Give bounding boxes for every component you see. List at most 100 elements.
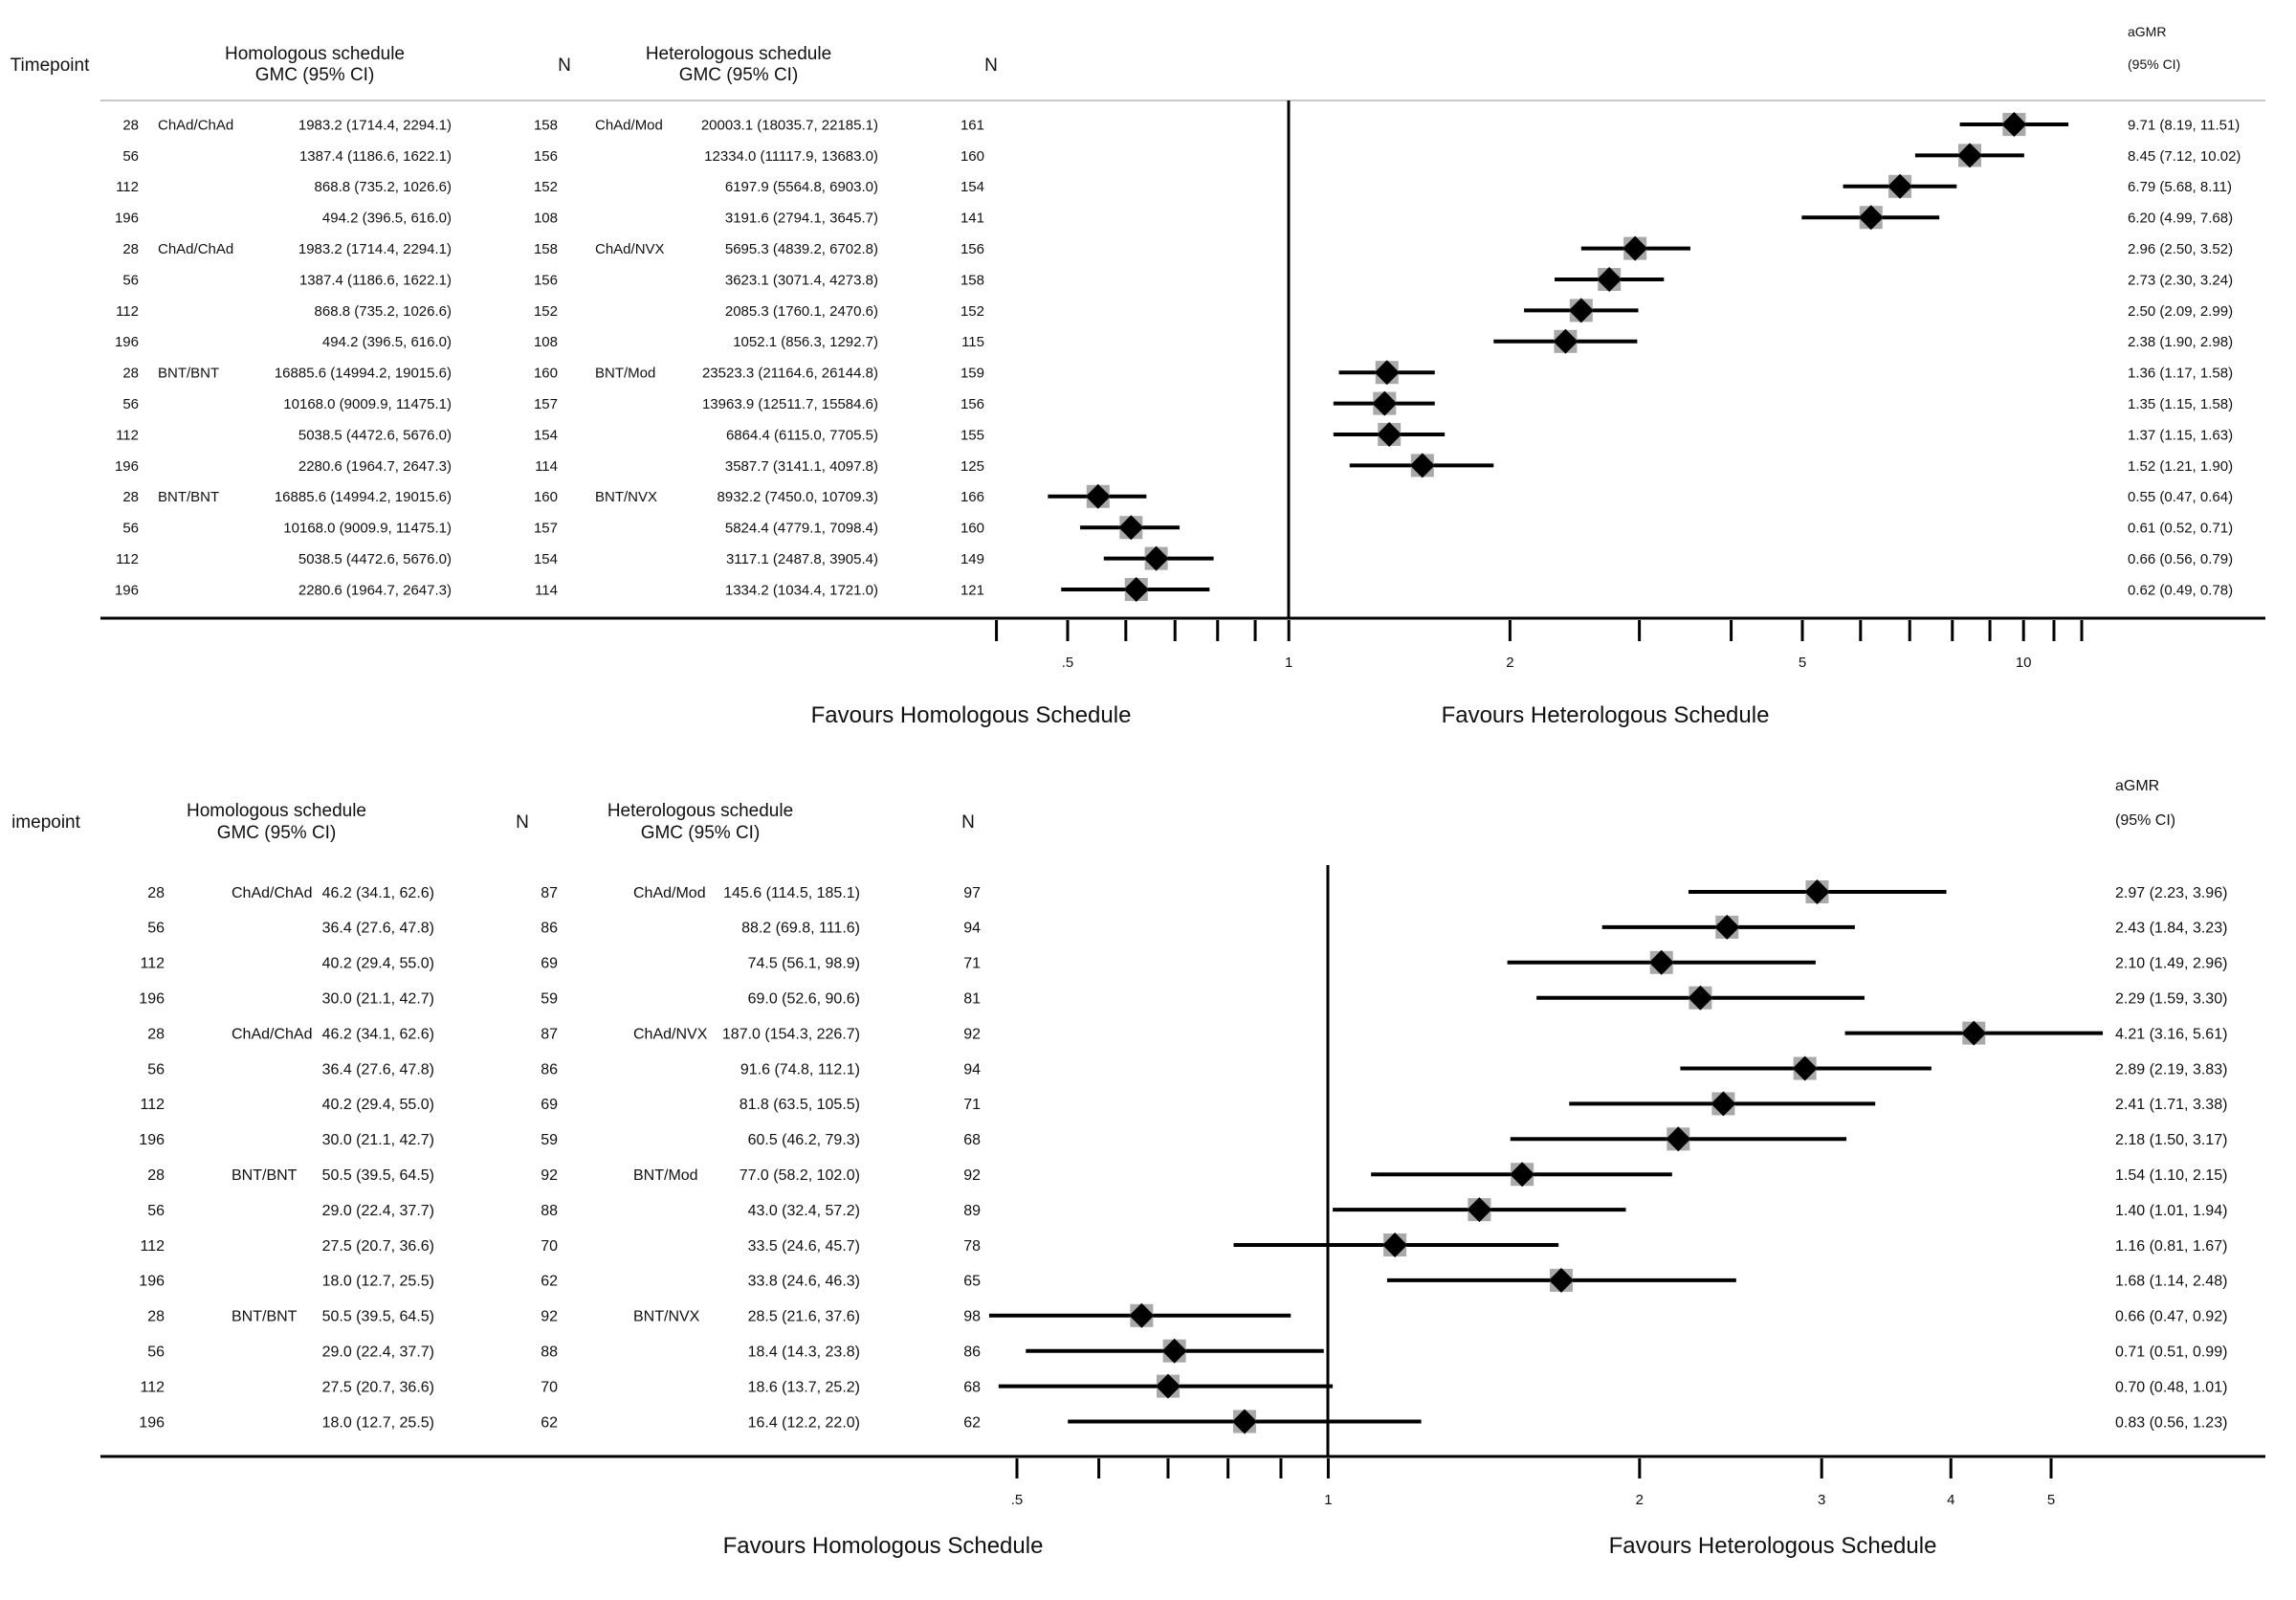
- estimate-diamond: [1714, 914, 1740, 940]
- row-timepoint: 28: [122, 117, 139, 133]
- estimate-diamond: [1155, 1373, 1181, 1399]
- row-agmr-ci: 2.73 (2.30, 3.24): [2128, 272, 2233, 288]
- row-agmr-ci: 9.71 (8.19, 11.51): [2128, 117, 2240, 133]
- row-heterologous-schedule: BNT/Mod: [633, 1167, 698, 1184]
- estimate-diamond: [1123, 577, 1149, 602]
- row-n-homologous: 108: [534, 334, 558, 350]
- col-header-heterologous: Heterologous schedule: [646, 44, 831, 64]
- estimate-diamond: [1666, 1126, 1691, 1152]
- row-homologous-gmc: 30.0 (21.1, 42.7): [322, 990, 434, 1007]
- row-heterologous-gmc: 16.4 (12.2, 22.0): [748, 1414, 860, 1431]
- row-n-homologous: 114: [535, 582, 558, 598]
- row-heterologous-gmc: 13963.9 (12511.7, 15584.6): [702, 396, 878, 412]
- estimate-diamond: [1623, 235, 1648, 261]
- row-n-homologous: 62: [541, 1274, 558, 1290]
- row-heterologous-gmc: 2085.3 (1760.1, 2470.6): [725, 303, 878, 320]
- row-timepoint: 112: [116, 179, 139, 195]
- row-n-homologous: 87: [541, 885, 558, 901]
- forest-row: 196 2280.6 (1964.7, 2647.3) 114 3587.7 (314…: [115, 453, 2233, 478]
- row-homologous-schedule: BNT/BNT: [158, 366, 219, 382]
- estimate-diamond: [1374, 360, 1400, 386]
- row-timepoint: 112: [140, 956, 165, 972]
- row-n-heterologous: 141: [960, 211, 984, 227]
- estimate-diamond: [1961, 1020, 1987, 1046]
- row-n-homologous: 156: [534, 272, 558, 288]
- row-timepoint: 196: [115, 334, 139, 350]
- row-heterologous-gmc: 8932.2 (7450.0, 10709.3): [718, 489, 878, 505]
- row-timepoint: 56: [122, 396, 139, 412]
- row-agmr-ci: 1.54 (1.10, 2.15): [2115, 1167, 2227, 1184]
- forest-row: 28 BNT/BNT 50.5 (39.5, 64.5) 92 BNT/Mod 77.0 …: [147, 1162, 2227, 1188]
- estimate-diamond: [1858, 205, 1884, 231]
- row-timepoint: 196: [115, 458, 139, 475]
- forest-row: 196 30.0 (21.1, 42.7) 59 69.0 (52.6, 90.6) 8…: [139, 985, 2227, 1011]
- row-homologous-schedule: ChAd/ChAd: [232, 1026, 313, 1042]
- row-n-homologous: 86: [541, 921, 558, 937]
- row-heterologous-gmc: 33.8 (24.6, 46.3): [748, 1274, 860, 1290]
- estimate-diamond: [1597, 267, 1623, 292]
- row-heterologous-schedule: BNT/NVX: [633, 1309, 700, 1325]
- row-n-heterologous: 92: [963, 1167, 981, 1184]
- estimate-diamond: [1688, 985, 1713, 1011]
- row-timepoint: 196: [139, 1132, 165, 1148]
- row-homologous-schedule: BNT/BNT: [158, 489, 219, 505]
- forest-row: 56 10168.0 (9009.9, 11475.1) 157 13963.9 (1…: [122, 390, 2233, 416]
- row-n-homologous: 59: [541, 990, 558, 1007]
- row-homologous-schedule: ChAd/ChAd: [232, 885, 313, 901]
- row-heterologous-gmc: 18.6 (13.7, 25.2): [748, 1379, 860, 1395]
- row-n-homologous: 156: [534, 148, 558, 165]
- row-agmr-ci: 2.97 (2.23, 3.96): [2115, 885, 2227, 901]
- estimate-diamond: [1372, 390, 1398, 416]
- row-n-homologous: 160: [534, 489, 558, 505]
- row-n-heterologous: 155: [960, 427, 984, 443]
- estimate-diamond: [1231, 1409, 1257, 1434]
- row-timepoint: 56: [147, 1061, 165, 1078]
- row-heterologous-gmc: 145.6 (114.5, 185.1): [723, 885, 860, 901]
- row-agmr-ci: 0.62 (0.49, 0.78): [2128, 582, 2233, 598]
- row-agmr-ci: 2.29 (1.59, 3.30): [2115, 990, 2227, 1007]
- row-heterologous-gmc: 6864.4 (6115.0, 7705.5): [726, 427, 878, 443]
- x-tick-label: 3: [1818, 1492, 1825, 1508]
- row-n-heterologous: 68: [963, 1379, 981, 1395]
- row-n-homologous: 69: [541, 1097, 558, 1113]
- row-n-homologous: 157: [534, 396, 558, 412]
- row-n-homologous: 154: [534, 427, 558, 443]
- row-n-heterologous: 71: [963, 1097, 981, 1113]
- row-n-homologous: 114: [535, 458, 558, 475]
- row-homologous-gmc: 16885.6 (14994.2, 19015.6): [275, 489, 452, 505]
- forest-row: 112 5038.5 (4472.6, 5676.0) 154 6864.4 (611…: [116, 422, 2233, 447]
- col-header-homologous-gmc: GMC (95% CI): [255, 65, 375, 85]
- row-homologous-gmc: 494.2 (396.5, 616.0): [322, 211, 452, 227]
- row-heterologous-gmc: 81.8 (63.5, 105.5): [740, 1097, 860, 1113]
- row-homologous-gmc: 36.4 (27.6, 47.8): [322, 1061, 434, 1078]
- row-homologous-gmc: 27.5 (20.7, 36.6): [322, 1379, 434, 1395]
- row-n-heterologous: 71: [963, 956, 981, 972]
- row-n-heterologous: 158: [960, 272, 984, 288]
- row-heterologous-gmc: 1052.1 (856.3, 1292.7): [733, 334, 878, 350]
- row-n-homologous: 92: [541, 1167, 558, 1184]
- forest-row: 196 18.0 (12.7, 25.5) 62 16.4 (12.2, 22.0) 6…: [139, 1409, 2227, 1434]
- row-timepoint: 56: [147, 1344, 165, 1360]
- row-agmr-ci: 4.21 (3.16, 5.61): [2115, 1026, 2227, 1042]
- row-timepoint: 28: [147, 1309, 165, 1325]
- row-n-homologous: 88: [541, 1203, 558, 1219]
- forest-row: 112 5038.5 (4472.6, 5676.0) 154 3117.1 (248…: [116, 545, 2233, 571]
- row-n-heterologous: 160: [960, 521, 984, 537]
- forest-row: 196 30.0 (21.1, 42.7) 59 60.5 (46.2, 79.3) 6…: [139, 1126, 2227, 1152]
- row-heterologous-schedule: ChAd/Mod: [595, 117, 663, 133]
- row-n-homologous: 154: [534, 551, 558, 567]
- col-header-n-heterologous: N: [961, 812, 975, 833]
- row-homologous-gmc: 2280.6 (1964.7, 2647.3): [298, 582, 452, 598]
- row-agmr-ci: 1.16 (0.81, 1.67): [2115, 1238, 2227, 1255]
- favours-homologous-label: Favours Homologous Schedule: [811, 702, 1132, 728]
- forest-row: 112 40.2 (29.4, 55.0) 69 81.8 (63.5, 105.5)…: [140, 1091, 2227, 1117]
- row-timepoint: 56: [147, 921, 165, 937]
- row-n-homologous: 62: [541, 1414, 558, 1431]
- forest-row: 28 BNT/BNT 16885.6 (14994.2, 19015.6) 160 BN…: [122, 360, 2233, 386]
- row-agmr-ci: 2.38 (1.90, 2.98): [2128, 334, 2233, 350]
- row-homologous-gmc: 5038.5 (4472.6, 5676.0): [298, 427, 452, 443]
- estimate-diamond: [1161, 1338, 1187, 1364]
